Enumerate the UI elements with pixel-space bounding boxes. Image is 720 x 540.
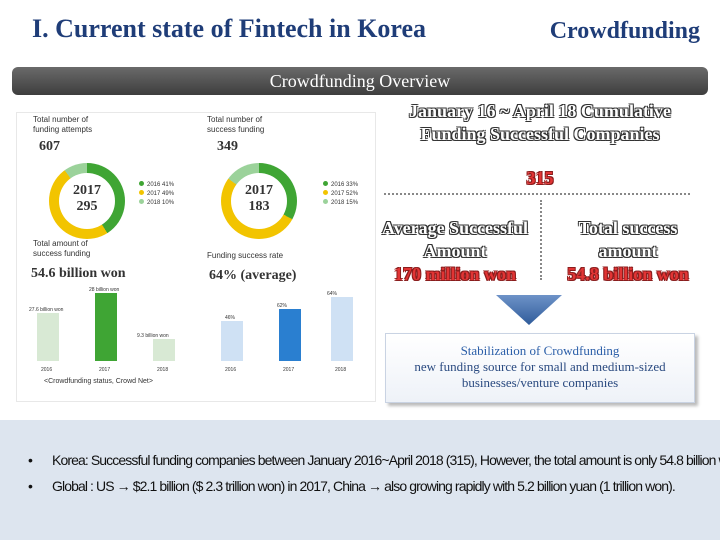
- legend-text: 2018 15%: [331, 200, 359, 206]
- attempts-legend: 2016 41% 2017 49% 2018 10%: [139, 181, 174, 208]
- success-center-year: 2017: [245, 183, 273, 198]
- attempts-donut-hole: [59, 173, 115, 229]
- amount-value: 54.6 billion won: [31, 266, 126, 281]
- callout-title: Stabilization of Crowdfunding: [460, 343, 620, 358]
- legend-text: 2017 52%: [331, 191, 359, 197]
- legend-text: 2017 49%: [147, 191, 175, 197]
- source-note: <Crowdfunding status, Crowd Net>: [44, 378, 153, 385]
- amount-year-2017: 2017: [99, 367, 111, 373]
- rate-bar-label-2016: 46%: [225, 315, 236, 321]
- success-center: 2017 183: [231, 183, 287, 215]
- divider-vertical: [540, 200, 542, 280]
- legend-text: 2016 33%: [331, 182, 359, 188]
- success-center-value: 183: [248, 199, 270, 214]
- amount-bar-label-2018: 9.3 billion won: [137, 333, 169, 339]
- average-value: 170 million won: [393, 264, 517, 284]
- rate-bar-2017: [279, 309, 301, 361]
- legend-item: 2017 52%: [323, 190, 358, 199]
- cumulative-count: 315: [526, 168, 554, 188]
- bullet-text: Korea: Successful funding companies betw…: [52, 452, 720, 468]
- attempts-center-year: 2017: [73, 183, 101, 198]
- slide-title: I. Current state of Fintech in Korea: [32, 14, 427, 43]
- down-arrow-icon: [496, 295, 562, 325]
- rate-label: Funding success rate: [207, 251, 284, 260]
- success-donut-hole: [231, 173, 287, 229]
- bullet-korea: • Korea: Successful funding companies bet…: [28, 452, 720, 468]
- legend-item: 2016 33%: [323, 181, 358, 190]
- legend-item: 2018 15%: [323, 199, 358, 208]
- success-total: 349: [217, 139, 238, 154]
- bullet-global: • Global : US → $2.1 billion ($ 2.3 trill…: [28, 478, 676, 494]
- amount-bar-label-2017: 28 billion won: [89, 287, 120, 293]
- divider: [384, 193, 690, 195]
- rate-bar-label-2018: 64%: [327, 291, 338, 297]
- cumulative-period: January 16 ~ April 18 Cumulative Funding…: [409, 101, 671, 144]
- amount-label: Total amount of success funding: [33, 239, 91, 258]
- amount-bar-label-2016: 27.6 billion won: [29, 307, 64, 313]
- rate-bar-2018: [331, 297, 353, 361]
- attempts-center: 2017 295: [59, 183, 115, 215]
- legend-dot: [323, 181, 328, 186]
- success-label: Total number of success funding: [207, 115, 265, 134]
- overview-banner: Crowdfunding Overview: [12, 67, 708, 95]
- total-label: Total success amount: [578, 218, 678, 261]
- attempts-total: 607: [39, 139, 60, 154]
- notes-section: • Korea: Successful funding companies bet…: [0, 420, 720, 540]
- attempts-center-value: 295: [76, 199, 98, 214]
- amount-bar-2017: [95, 293, 117, 361]
- legend-dot: [323, 199, 328, 204]
- callout-line-2: businesses/venture companies: [461, 375, 619, 390]
- rate-value: 64% (average): [209, 268, 297, 283]
- legend-text: 2016 41%: [147, 182, 175, 188]
- total-value: 54.8 billion won: [567, 264, 689, 284]
- attempts-label: Total number of funding attempts: [33, 115, 93, 134]
- success-legend: 2016 33% 2017 52% 2018 15%: [323, 181, 358, 208]
- callout-line-1: new funding source for small and medium-…: [414, 359, 666, 374]
- legend-dot: [139, 199, 144, 204]
- section-tag: Crowdfunding: [549, 18, 700, 44]
- rate-bar-label-2017: 62%: [277, 303, 288, 309]
- legend-text: 2018 10%: [147, 200, 175, 206]
- stabilization-callout: Stabilization of Crowdfunding new fundin…: [385, 333, 695, 403]
- legend-item: 2016 41%: [139, 181, 174, 190]
- rate-year-2017: 2017: [283, 367, 295, 373]
- bullet-marker: •: [28, 478, 33, 494]
- amount-bar-2016: [37, 313, 59, 361]
- legend-dot: [323, 190, 328, 195]
- rate-year-2018: 2018: [335, 367, 347, 373]
- bullet-marker: •: [28, 452, 33, 468]
- average-label: Average Successful Amount: [381, 218, 529, 261]
- legend-dot: [139, 181, 144, 186]
- rate-year-2016: 2016: [225, 367, 237, 373]
- crowdfunding-infographic: Total number of funding attempts 607 201…: [16, 112, 376, 402]
- legend-dot: [139, 190, 144, 195]
- bullet-text: Global : US → $2.1 billion ($ 2.3 trilli…: [52, 478, 676, 494]
- amount-year-2016: 2016: [41, 367, 53, 373]
- legend-item: 2017 49%: [139, 190, 174, 199]
- amount-bar-2018: [153, 339, 175, 361]
- legend-item: 2018 10%: [139, 199, 174, 208]
- rate-bar-2016: [221, 321, 243, 361]
- amount-year-2018: 2018: [157, 367, 169, 373]
